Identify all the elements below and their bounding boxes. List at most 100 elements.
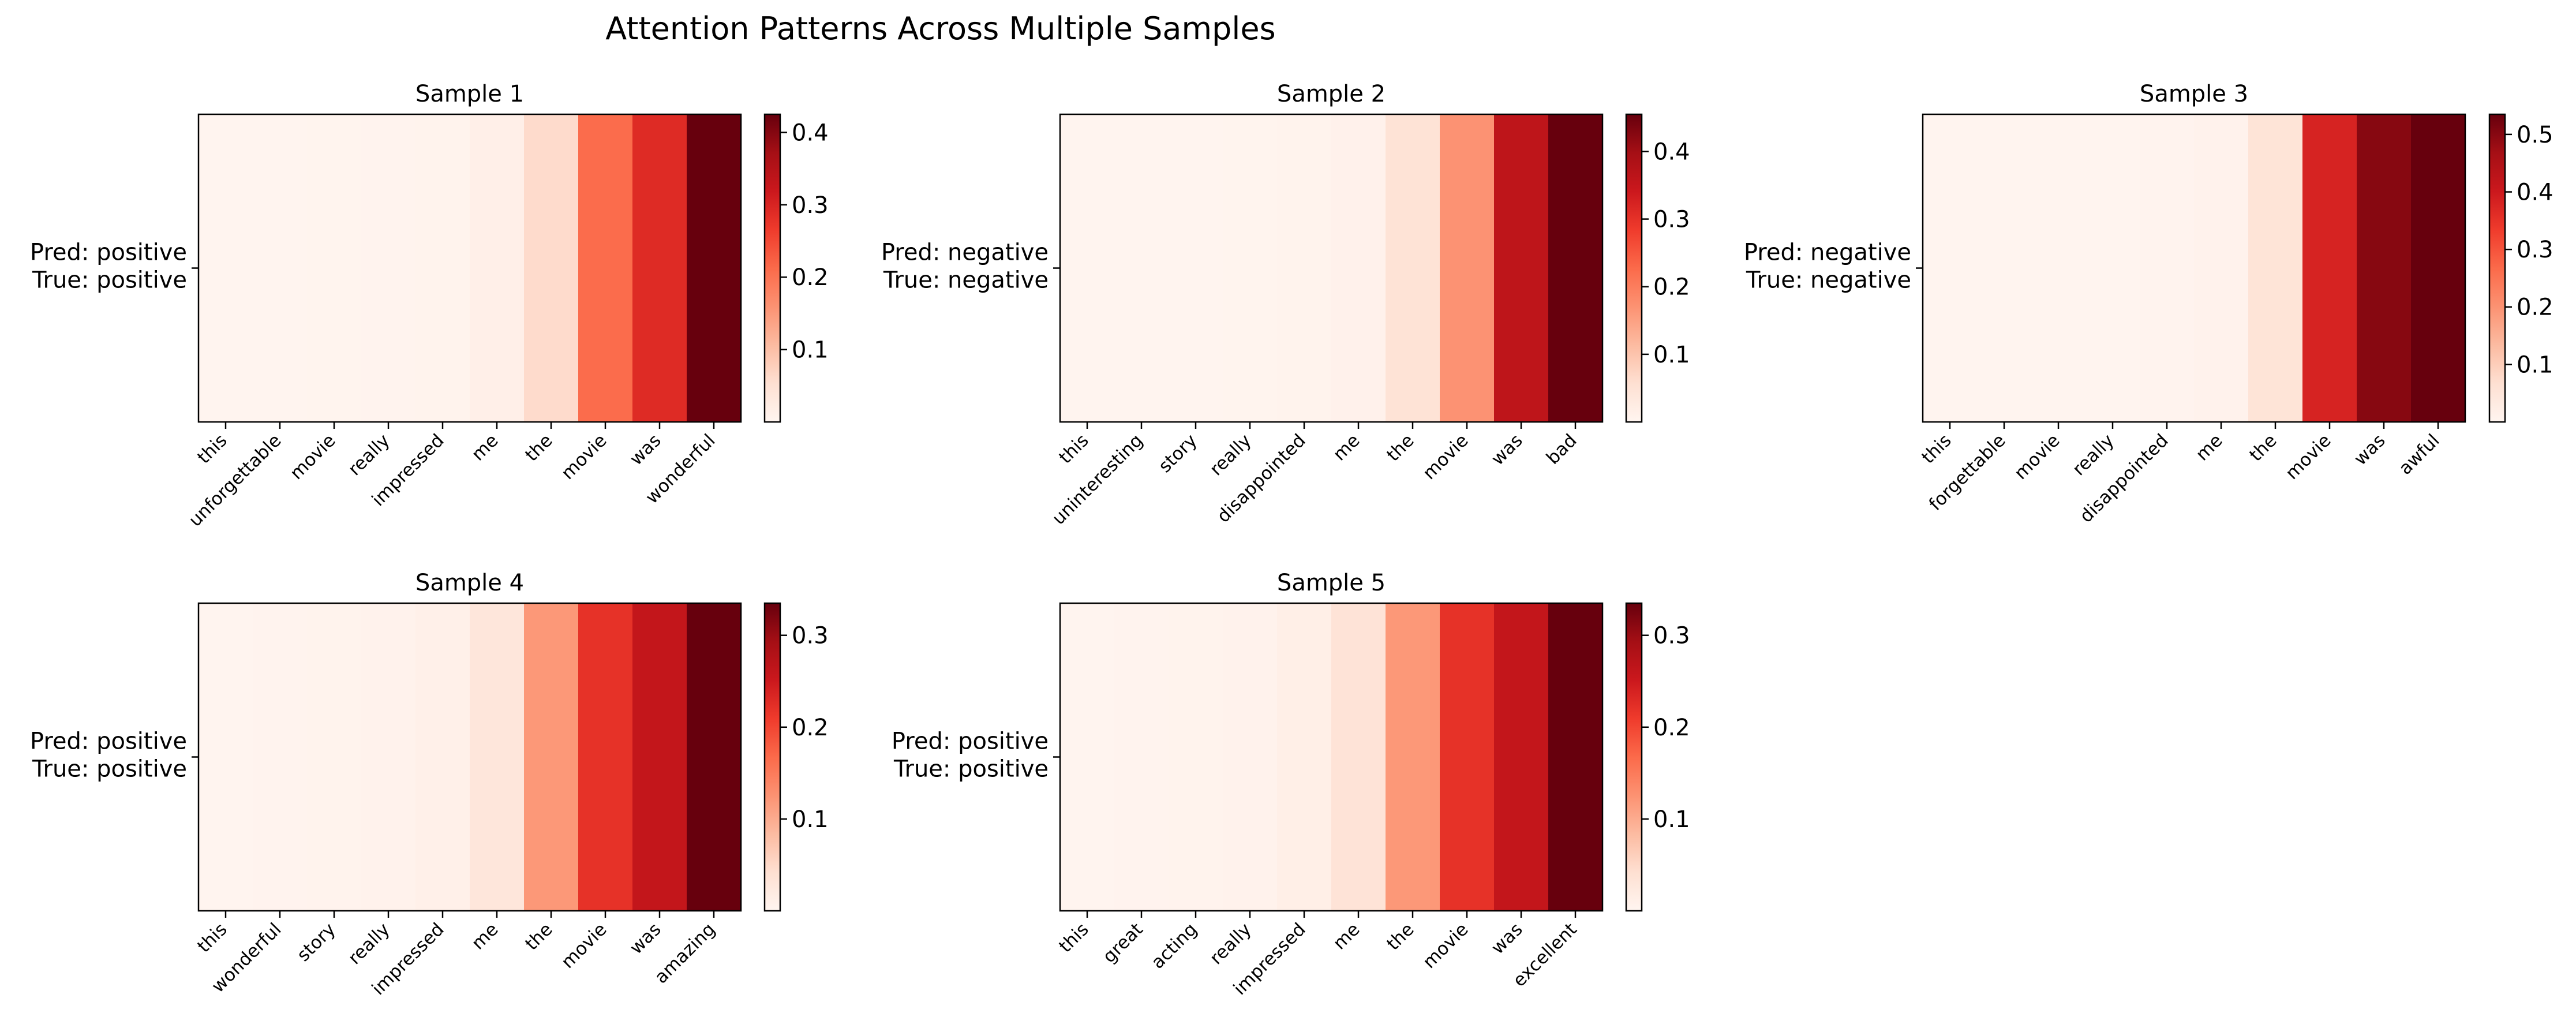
heatmap-cell bbox=[1114, 603, 1169, 911]
colorbar-tick-label: 0.1 bbox=[792, 337, 829, 364]
x-tick-label: the bbox=[2245, 430, 2281, 465]
figure-title: Attention Patterns Across Multiple Sampl… bbox=[605, 10, 1275, 47]
x-tick-label: really bbox=[2069, 430, 2118, 480]
x-tick-label: me bbox=[2192, 430, 2226, 465]
x-tick-label: really bbox=[345, 919, 394, 969]
colorbar-tick-label: 0.4 bbox=[2517, 179, 2553, 205]
x-tick-label: was bbox=[1487, 430, 1526, 469]
heatmap-cell bbox=[1223, 114, 1278, 422]
x-tick-label: was bbox=[626, 430, 665, 469]
heatmap-cell bbox=[1277, 603, 1332, 911]
colorbar-tick-label: 0.4 bbox=[792, 119, 829, 146]
x-tick-label: movie bbox=[286, 430, 340, 484]
heatmap-cell bbox=[361, 114, 416, 422]
x-tick-label: story bbox=[293, 919, 340, 966]
y-tick-label: Pred: negative bbox=[1744, 240, 1911, 266]
colorbar-tick-label: 0.1 bbox=[1653, 342, 1690, 368]
colorbar-tick-label: 0.3 bbox=[792, 623, 829, 649]
heatmap-cell bbox=[1440, 603, 1495, 911]
x-tick-label: the bbox=[1383, 430, 1418, 465]
colorbar-bar bbox=[1625, 113, 1643, 423]
colorbar-bar bbox=[1625, 602, 1643, 912]
heatmap-cell bbox=[415, 603, 470, 911]
x-tick-label: great bbox=[1099, 919, 1147, 967]
heatmap-cell bbox=[2302, 114, 2357, 422]
heatmap-cell bbox=[1169, 603, 1223, 911]
x-tick-label: this bbox=[1918, 430, 1955, 468]
heatmap-cell bbox=[2357, 114, 2412, 422]
heatmap-cell bbox=[1386, 603, 1440, 911]
heatmap-cell bbox=[1060, 603, 1115, 911]
heatmap-cell bbox=[2194, 114, 2249, 422]
panel-title: Sample 1 bbox=[415, 81, 524, 107]
x-tick-label: movie bbox=[1419, 919, 1473, 973]
x-tick-label: story bbox=[1155, 430, 1201, 477]
heatmap-cell bbox=[2140, 114, 2195, 422]
heatmap-cell bbox=[1331, 603, 1386, 911]
heatmap-cell bbox=[470, 603, 525, 911]
y-tick-label: Pred: positive bbox=[30, 240, 187, 266]
colorbar-tick-label: 0.1 bbox=[2517, 352, 2553, 378]
y-tick-label: Pred: positive bbox=[30, 728, 187, 755]
colorbar: 0.1 0.2 0.3 bbox=[763, 602, 829, 912]
heatmap-cell bbox=[1114, 114, 1169, 422]
heatmap-cell bbox=[1386, 114, 1440, 422]
heatmap-cell bbox=[2031, 114, 2086, 422]
x-tick-label: this bbox=[193, 430, 231, 468]
heatmap-cell bbox=[199, 114, 253, 422]
colorbar: 0.1 0.2 0.3 0.4 0.5 bbox=[2488, 113, 2553, 423]
colorbar-tick-label: 0.5 bbox=[2517, 122, 2553, 148]
x-tick-label: was bbox=[1487, 919, 1526, 958]
x-tick-label: movie bbox=[1419, 430, 1473, 484]
heatmap-cell bbox=[632, 114, 687, 422]
x-tick-label: this bbox=[193, 919, 231, 956]
heatmap-cell bbox=[2085, 114, 2140, 422]
colorbar-bar bbox=[2488, 113, 2506, 423]
colorbar-tick-label: 0.3 bbox=[792, 192, 829, 219]
y-tick-label: True: positive bbox=[893, 756, 1049, 783]
panel-title: Sample 5 bbox=[1277, 570, 1386, 596]
x-tick-label: unforgettable bbox=[185, 430, 286, 531]
y-tick-label: Pred: positive bbox=[892, 728, 1049, 755]
x-tick-label: this bbox=[1055, 430, 1092, 468]
heatmap-cell bbox=[1060, 114, 1115, 422]
colorbar: 0.1 0.2 0.3 0.4 bbox=[763, 113, 829, 423]
x-tick-label: the bbox=[521, 919, 556, 954]
x-tick-label: really bbox=[1206, 919, 1256, 969]
heatmap-cell bbox=[1169, 114, 1223, 422]
heatmap-cell bbox=[1923, 114, 1978, 422]
heatmap-cell bbox=[2248, 114, 2303, 422]
x-tick-label: movie bbox=[2010, 430, 2064, 484]
heatmap-cell bbox=[1548, 603, 1603, 911]
heatmap-cell bbox=[1494, 114, 1549, 422]
colorbar-tick-label: 0.2 bbox=[792, 715, 829, 741]
colorbar-tick-label: 0.2 bbox=[792, 264, 829, 291]
heatmap-cell bbox=[524, 603, 579, 911]
heatmap-cell bbox=[1977, 114, 2032, 422]
colorbar-tick-label: 0.2 bbox=[1653, 274, 1690, 301]
colorbar-tick-label: 0.1 bbox=[1653, 806, 1690, 833]
heatmap-cell bbox=[578, 603, 633, 911]
heatmap-cell bbox=[1494, 603, 1549, 911]
colorbar-tick-label: 0.3 bbox=[1653, 207, 1690, 233]
x-tick-label: acting bbox=[1147, 919, 1201, 973]
x-tick-label: movie bbox=[557, 430, 611, 484]
x-tick-label: awful bbox=[2395, 430, 2444, 479]
heatmap-cell bbox=[361, 603, 416, 911]
x-tick-label: movie bbox=[557, 919, 611, 973]
colorbar-bar bbox=[763, 113, 781, 423]
y-tick-label: True: negative bbox=[883, 267, 1049, 294]
colorbar-tick-label: 0.2 bbox=[2517, 294, 2553, 321]
x-tick-label: me bbox=[1329, 919, 1364, 954]
heatmap-cell bbox=[1440, 114, 1495, 422]
heatmap-cell bbox=[687, 603, 742, 911]
y-tick-label: True: negative bbox=[1746, 267, 1911, 294]
x-tick-label: the bbox=[521, 430, 556, 465]
heatmap-cell bbox=[2411, 114, 2466, 422]
heatmap-cell bbox=[253, 603, 308, 911]
